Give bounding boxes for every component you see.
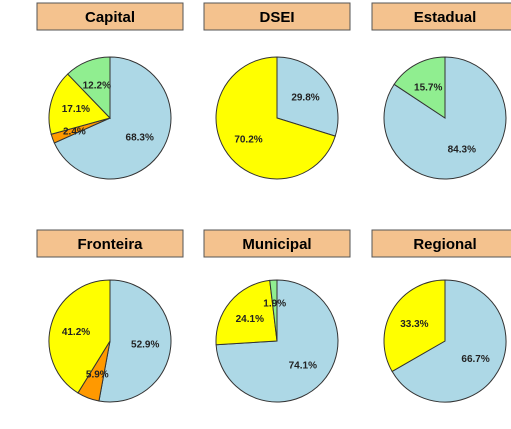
slice-label-dsei-0: 29.8% bbox=[291, 93, 319, 104]
panel-title-capital: Capital bbox=[85, 9, 135, 26]
pie-panel-regional: Regional 66.7% 33.3% bbox=[371, 229, 511, 403]
pie-slice-capital-0 bbox=[53, 56, 172, 180]
slice-label-estadual-1: 15.7% bbox=[414, 82, 442, 93]
slice-label-estadual-0: 84.3% bbox=[448, 145, 476, 156]
title-strip-fronteira bbox=[36, 229, 184, 258]
title-strip-municipal bbox=[203, 229, 351, 258]
pie-slice-dsei-0 bbox=[276, 56, 339, 137]
pie-slice-estadual-1 bbox=[393, 56, 446, 119]
slice-label-municipal-2: 1.9% bbox=[263, 299, 286, 310]
slice-label-municipal-1: 24.1% bbox=[236, 314, 264, 325]
slice-label-capital-3: 12.2% bbox=[83, 81, 111, 92]
slice-label-dsei-1: 70.2% bbox=[234, 135, 262, 146]
panel-title-estadual: Estadual bbox=[414, 9, 477, 26]
pie-panel-estadual: Estadual 84.3% 15.7% bbox=[371, 2, 511, 180]
slice-label-municipal-0: 74.1% bbox=[289, 361, 317, 372]
panel-title-municipal: Municipal bbox=[242, 236, 311, 253]
slice-label-capital-1: 2.4% bbox=[63, 126, 86, 137]
slice-label-fronteira-0: 52.9% bbox=[131, 340, 159, 351]
pie-slice-capital-3 bbox=[66, 56, 111, 120]
slice-label-capital-0: 68.3% bbox=[126, 133, 154, 144]
pie-slice-municipal-1 bbox=[215, 279, 278, 346]
pie-panel-dsei: DSEI 29.8% 70.2% bbox=[203, 2, 351, 180]
pie-panel-capital: Capital 68.3% 2.4% 17.1% 12.2% bbox=[36, 2, 184, 180]
panel-title-fronteira: Fronteira bbox=[77, 236, 143, 253]
pie-slice-municipal-2 bbox=[269, 279, 278, 342]
slice-label-regional-0: 66.7% bbox=[461, 354, 489, 365]
pie-slice-dsei-1 bbox=[215, 56, 336, 180]
panel-title-regional: Regional bbox=[413, 236, 476, 253]
pie-panel-municipal: Municipal 74.1% 24.1% 1.9% bbox=[203, 229, 351, 403]
title-strip-estadual bbox=[371, 2, 511, 31]
panel-title-dsei: DSEI bbox=[259, 9, 294, 26]
pie-slice-fronteira-2 bbox=[48, 279, 111, 394]
pie-slice-regional-1 bbox=[383, 279, 446, 373]
slice-label-fronteira-2: 41.2% bbox=[62, 327, 90, 338]
slice-label-capital-2: 17.1% bbox=[62, 104, 90, 115]
pie-panel-fronteira: Fronteira 52.9% 5.9% 41.2% bbox=[36, 229, 184, 403]
slice-label-regional-1: 33.3% bbox=[400, 319, 428, 330]
title-strip-capital bbox=[36, 2, 184, 31]
title-strip-dsei bbox=[203, 2, 351, 31]
pie-slice-regional-0 bbox=[391, 279, 507, 403]
pie-slice-fronteira-0 bbox=[98, 279, 172, 403]
title-strip-regional bbox=[371, 229, 511, 258]
slice-label-fronteira-1: 5.9% bbox=[86, 370, 109, 381]
pie-slice-capital-2 bbox=[48, 73, 111, 135]
